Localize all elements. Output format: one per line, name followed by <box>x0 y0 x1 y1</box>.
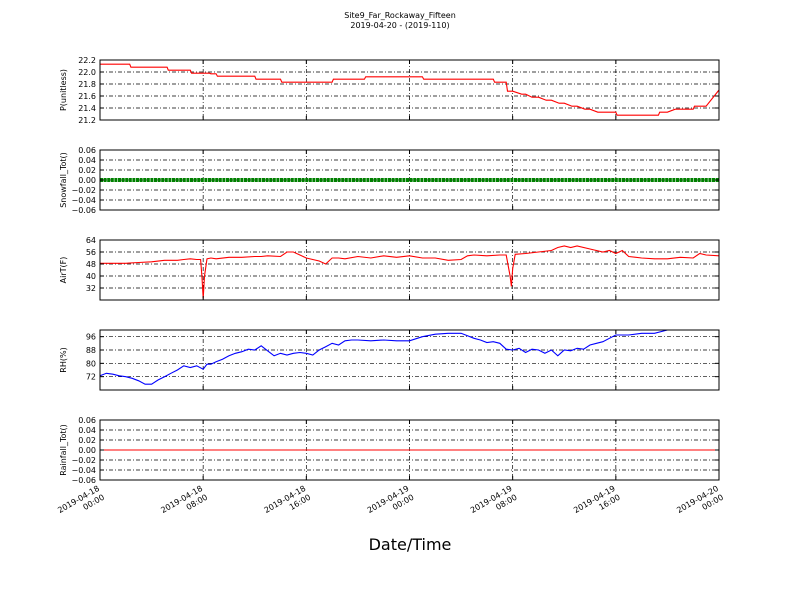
x-tick-label: 2019-04-1900:00 <box>366 484 416 524</box>
y-tick-label: −0.02 <box>71 456 96 465</box>
y-tick-label: 0.02 <box>78 436 96 445</box>
x-tick-label: 2019-04-1800:00 <box>56 484 106 524</box>
y-tick-label: 0.04 <box>78 426 96 435</box>
chart-subtitle: 2019-04-20 - (2019-110) <box>350 21 450 30</box>
y-tick-label: 0.02 <box>78 166 96 175</box>
y-tick-label: 96 <box>86 333 96 342</box>
y-tick-label: −0.04 <box>71 196 96 205</box>
chart-title-text: Site9_Far_Rockaway_Fifteen <box>344 11 456 20</box>
y-tick-label: 21.4 <box>78 104 96 113</box>
y-tick-label: 0.06 <box>78 416 96 425</box>
y-tick-label: −0.04 <box>71 466 96 475</box>
x-tick-label: 2019-04-1908:00 <box>469 484 519 524</box>
y-tick-label: 40 <box>86 272 96 281</box>
y-tick-label: 56 <box>86 248 96 257</box>
series-line-4 <box>99 329 719 385</box>
series-line-3 <box>100 245 720 299</box>
y-tick-label: 0.00 <box>78 176 96 185</box>
y-tick-label: 21.2 <box>78 116 96 125</box>
y-tick-label: −0.06 <box>71 206 96 215</box>
y-axis-label: Rainfall_Tot() <box>59 424 68 476</box>
x-tick-label: 2019-04-1916:00 <box>572 484 622 524</box>
y-tick-label: 0.00 <box>78 446 96 455</box>
y-axis-label: Snowfall_Tot() <box>59 152 68 208</box>
x-tick-label: 2019-04-1808:00 <box>159 484 209 524</box>
y-axis-label: AirT(F) <box>59 257 68 284</box>
y-tick-label: 0.04 <box>78 156 96 165</box>
y-tick-label: 80 <box>86 359 96 368</box>
y-tick-label: 21.8 <box>78 80 96 89</box>
x-axis-label: Date/Time <box>368 535 452 554</box>
series-line-1 <box>100 63 720 116</box>
y-tick-label: 22.0 <box>78 68 96 77</box>
y-tick-label: 88 <box>86 346 96 355</box>
x-tick-label: 2019-04-1816:00 <box>263 484 313 524</box>
y-tick-label: 72 <box>86 373 96 382</box>
y-tick-label: 0.06 <box>78 146 96 155</box>
y-axis-label: RH(%) <box>59 347 68 372</box>
y-tick-label: −0.02 <box>71 186 96 195</box>
chart-title: Site9_Far_Rockaway_Fifteen 2019-04-20 - … <box>0 11 800 31</box>
x-tick-label: 2019-04-2000:00 <box>675 484 725 524</box>
y-tick-label: −0.06 <box>71 476 96 485</box>
y-tick-label: 32 <box>86 284 96 293</box>
y-axis-label: P(unitless) <box>59 69 68 111</box>
y-tick-label: 48 <box>86 260 96 269</box>
y-tick-label: 64 <box>86 236 96 245</box>
y-tick-label: 22.2 <box>78 56 96 65</box>
y-tick-label: 21.6 <box>78 92 96 101</box>
